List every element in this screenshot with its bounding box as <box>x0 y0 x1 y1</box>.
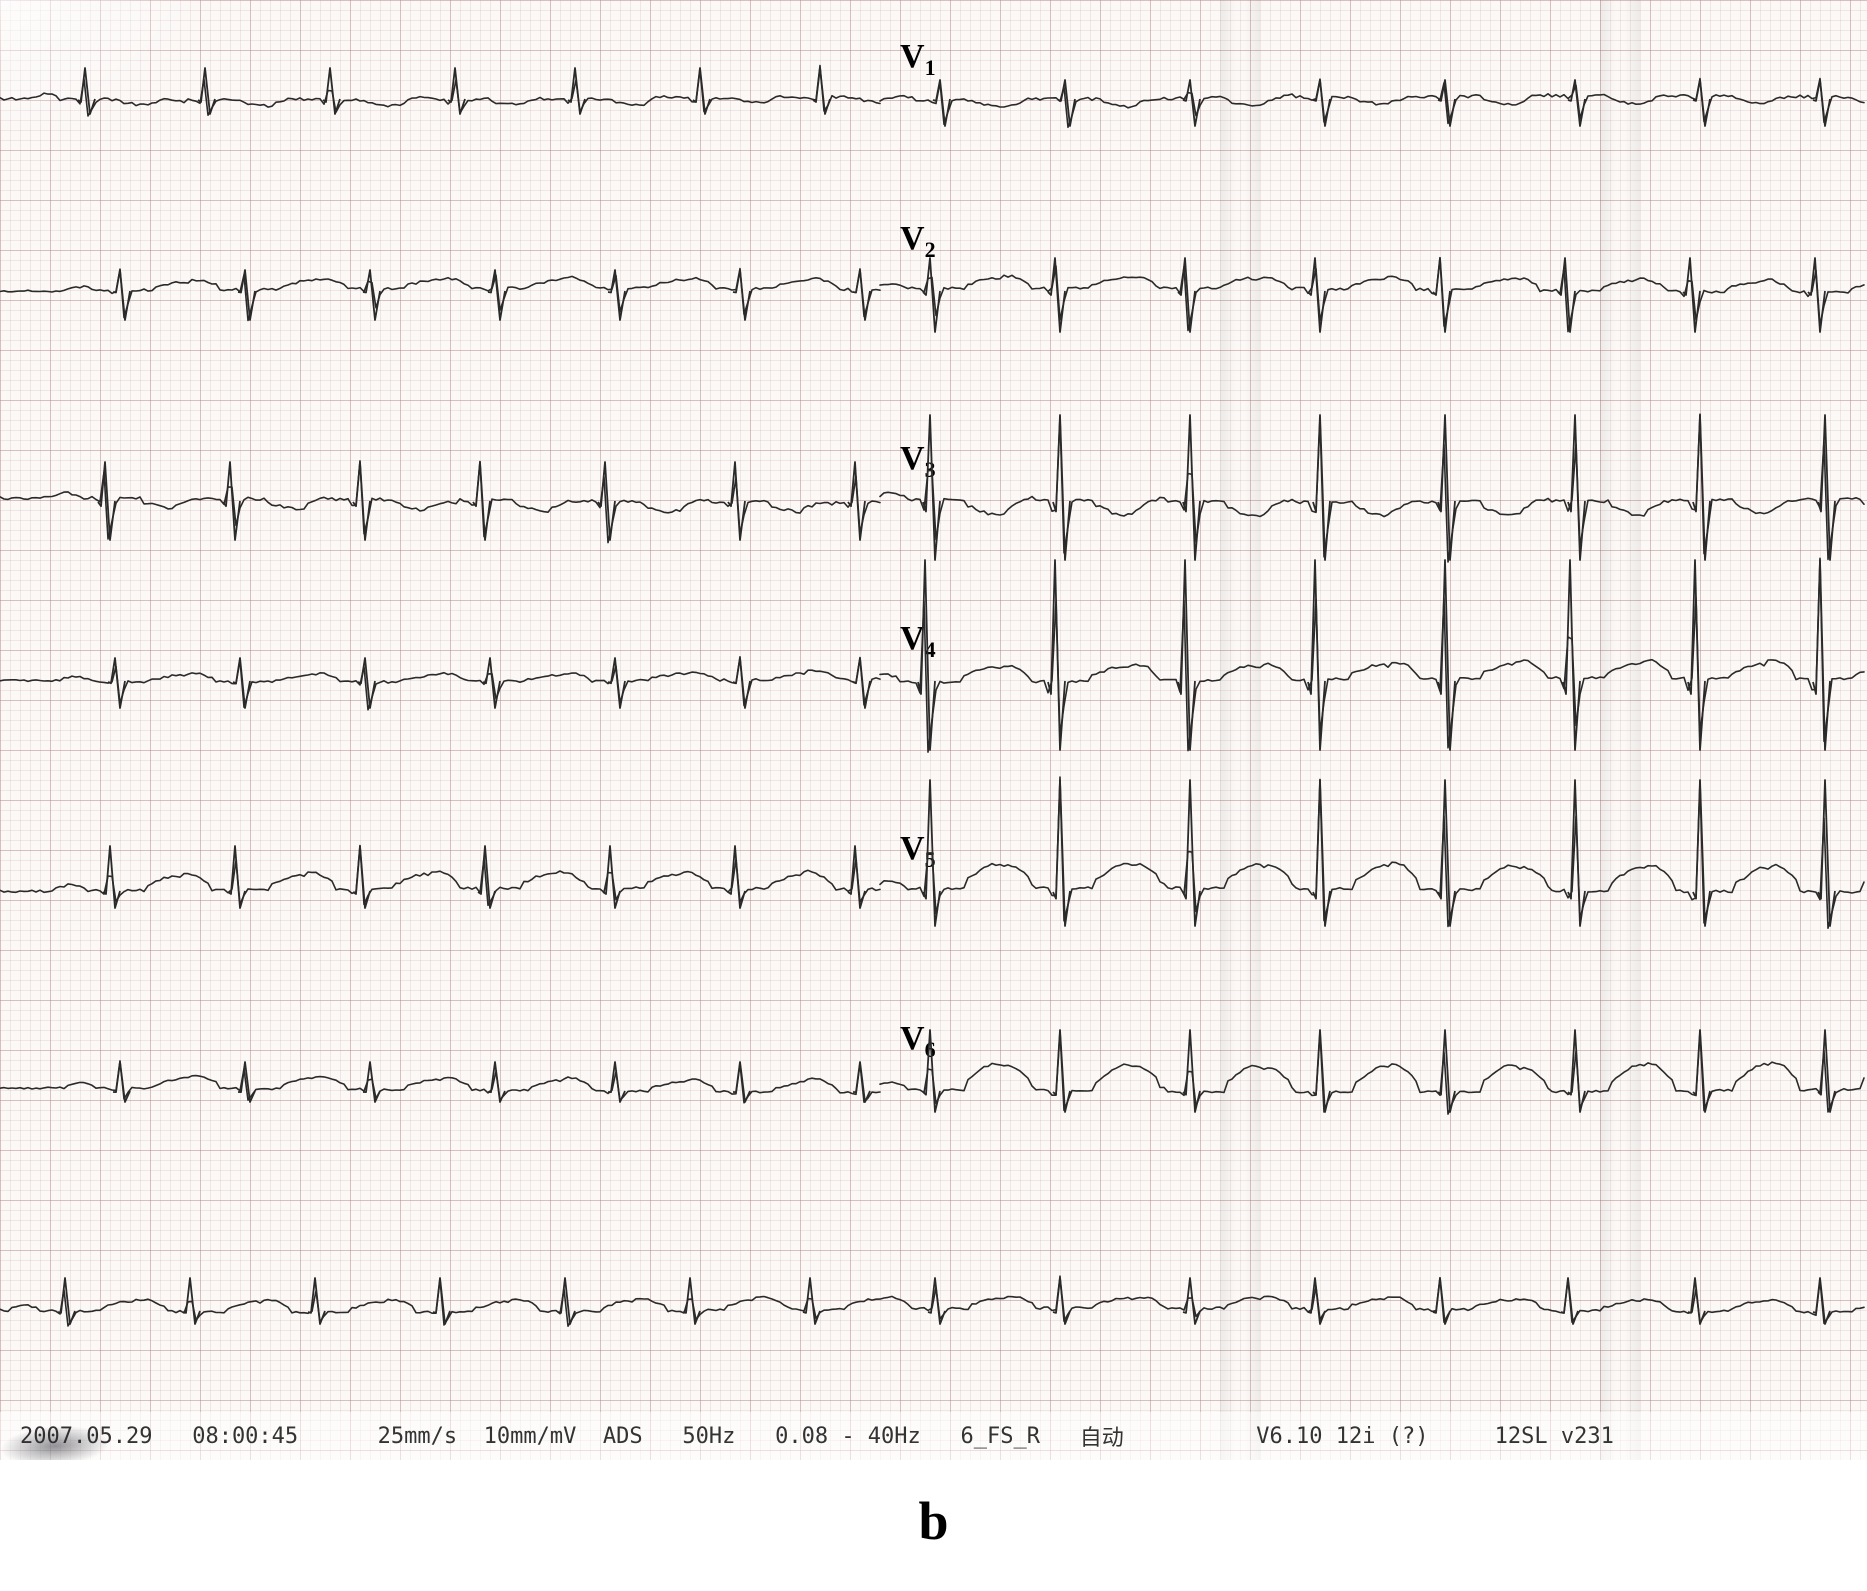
footer-version: V6.10 12i (?) <box>1256 1424 1428 1449</box>
footer-gain: 10mm/mV <box>484 1424 577 1449</box>
ecg-paper: V1 V2 V3 V4 V5 V6 2007.05.29 08:00:45 25mm/s … <box>0 0 1867 1460</box>
lead-label: V1 <box>900 38 936 81</box>
footer-speed: 25mm/s <box>378 1424 457 1449</box>
footer-mains: 50Hz <box>682 1424 735 1449</box>
lead-label: V3 <box>900 440 936 483</box>
figure-caption-area: b <box>0 1460 1867 1591</box>
footer-bandwidth: 0.08 - 40Hz <box>775 1424 921 1449</box>
footer-ads: ADS <box>603 1424 643 1449</box>
lead-label: V6 <box>900 1020 936 1063</box>
ecg-footer-bar: 2007.05.29 08:00:45 25mm/s 10mm/mV ADS 5… <box>0 1412 1867 1460</box>
lead-label: V2 <box>900 220 936 263</box>
footer-model: 12SL v231 <box>1495 1424 1614 1449</box>
footer-mode: 6_FS_R <box>961 1424 1040 1449</box>
paper-highlight <box>0 0 220 140</box>
figure-label: b <box>918 1460 948 1552</box>
lead-label: V5 <box>900 830 936 873</box>
footer-time: 08:00:45 <box>192 1424 298 1449</box>
footer-auto: 自动 <box>1080 1420 1124 1452</box>
ecg-grid-background <box>0 0 1867 1460</box>
lead-label: V4 <box>900 620 936 663</box>
